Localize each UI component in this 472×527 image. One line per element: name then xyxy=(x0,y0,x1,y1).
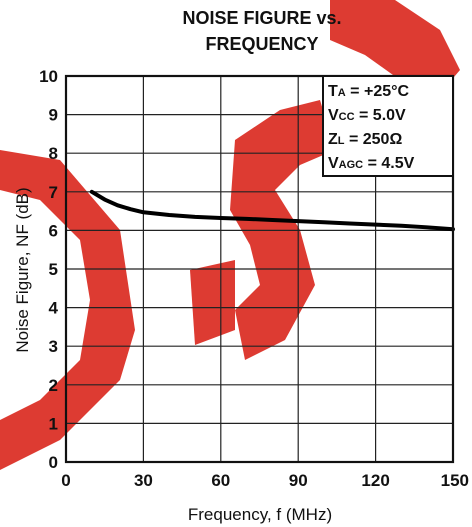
x-tick-label: 90 xyxy=(289,471,308,490)
y-tick-label: 2 xyxy=(49,376,58,395)
condition-line: ZL = 250Ω xyxy=(328,131,402,148)
y-tick-label: 6 xyxy=(49,221,58,240)
watermark xyxy=(0,0,460,470)
chart-title-line2: FREQUENCY xyxy=(205,34,318,54)
title: NOISE FIGURE vs. FREQUENCY xyxy=(182,8,341,54)
series xyxy=(89,189,455,232)
noise-figure-line xyxy=(89,189,455,232)
y-tick-label: 4 xyxy=(49,299,59,318)
x-tick-labels: 0 30 60 90 120 150 xyxy=(61,471,469,490)
y-tick-labels: 0 1 2 3 4 5 6 7 8 9 10 xyxy=(39,67,58,472)
condition-line: TA = +25°C xyxy=(328,83,410,100)
x-tick-label: 30 xyxy=(134,471,153,490)
test-conditions-box: TA = +25°C VCC = 5.0V ZL = 250Ω VAGC = 4.5V xyxy=(322,75,454,177)
conditions-frame xyxy=(322,75,454,177)
y-tick-label: 9 xyxy=(49,106,58,125)
x-tick-label: 150 xyxy=(441,471,469,490)
y-tick-label: 8 xyxy=(49,144,58,163)
y-axis-label: Noise Figure, NF (dB) xyxy=(13,187,32,352)
y-tick-label: 1 xyxy=(49,414,58,433)
chart-title-line1: NOISE FIGURE vs. xyxy=(182,8,341,28)
x-axis-label: Frequency, f (MHz) xyxy=(188,505,332,524)
plot-frame xyxy=(64,74,455,464)
y-tick-label: 5 xyxy=(49,260,58,279)
condition-line: VCC = 5.0V xyxy=(328,107,406,124)
y-tick-label: 0 xyxy=(49,453,58,472)
y-tick-label: 10 xyxy=(39,67,58,86)
x-tick-label: 120 xyxy=(361,471,389,490)
condition-line: VAGC = 4.5V xyxy=(328,155,415,172)
y-tick-label: 7 xyxy=(49,183,58,202)
x-tick-label: 60 xyxy=(211,471,230,490)
x-tick-label: 0 xyxy=(61,471,70,490)
y-tick-label: 3 xyxy=(49,337,58,356)
